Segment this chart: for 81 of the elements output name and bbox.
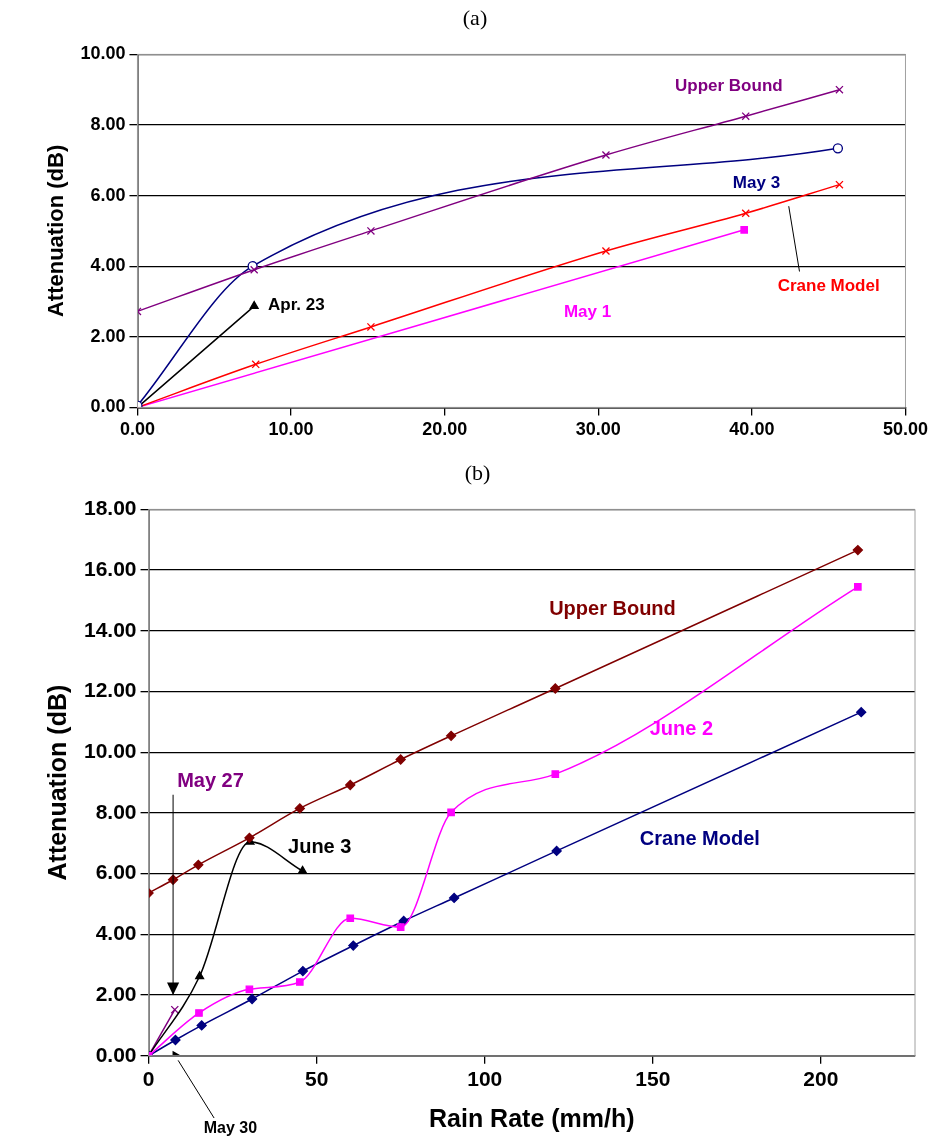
point	[395, 754, 406, 765]
point	[251, 360, 260, 369]
y-tick-label: 8.00	[90, 113, 126, 134]
y-tick-label: 0.00	[90, 396, 126, 417]
point	[245, 985, 254, 994]
y-tick-label: 0.00	[95, 1042, 137, 1066]
series-label: Upper Bound	[549, 597, 676, 620]
point	[854, 582, 862, 591]
point	[195, 971, 205, 980]
series-label: June 3	[288, 835, 352, 858]
x-axis-title: Rain Rate (mm/h)	[428, 1103, 635, 1132]
series-label: June 2	[649, 716, 714, 739]
point	[346, 914, 355, 923]
point	[170, 1005, 179, 1014]
text: Crane Model	[777, 275, 880, 295]
series-label: May 3	[732, 172, 781, 192]
x-tick-label: 10.00	[268, 419, 314, 440]
point	[550, 683, 561, 694]
x-tick-label: 0.00	[119, 419, 155, 440]
series-label: May 1	[563, 301, 612, 321]
x-tick-label: 40.00	[729, 419, 775, 440]
x-tick-label: 20.00	[422, 419, 468, 440]
y-tick-label: 14.00	[83, 617, 137, 641]
y-tick-label: 8.00	[95, 799, 137, 823]
point	[250, 265, 259, 274]
x-tick-label: 50	[304, 1067, 329, 1091]
y-tick-label: 4.00	[90, 255, 126, 276]
point	[601, 246, 611, 256]
x-tick-label: 100	[467, 1067, 503, 1091]
point	[856, 707, 867, 718]
y-tick-label: 2.00	[90, 325, 126, 346]
point	[447, 808, 455, 817]
y-axis-title: Attenuation (dB)	[42, 684, 71, 881]
point	[196, 1020, 207, 1031]
point	[835, 180, 844, 189]
x-tick-label: 30.00	[575, 419, 621, 440]
y-tick-label: 16.00	[83, 556, 137, 580]
y-tick-label: 2.00	[95, 981, 137, 1005]
chart-title: (a)	[462, 4, 488, 30]
x-tick-label: 0	[142, 1067, 155, 1091]
point	[741, 209, 750, 218]
text: May 30	[203, 1119, 258, 1137]
point	[445, 730, 457, 741]
point	[740, 226, 749, 234]
point	[294, 803, 305, 814]
x-tick-label: 200	[803, 1067, 839, 1091]
point	[297, 965, 308, 977]
y-tick-label: 10.00	[83, 739, 137, 763]
y-tick-label: 18.00	[83, 496, 137, 520]
point	[195, 1009, 203, 1017]
point	[832, 143, 844, 154]
point	[551, 770, 560, 778]
point	[297, 865, 308, 874]
point	[396, 923, 405, 931]
x-tick-label: 150	[635, 1067, 671, 1091]
point	[193, 859, 204, 871]
series-label: Crane Model	[639, 827, 760, 850]
point	[348, 940, 359, 951]
y-tick-label: 10.00	[80, 43, 126, 64]
point	[244, 832, 255, 843]
point	[551, 845, 562, 857]
y-tick-label: 6.00	[90, 184, 126, 205]
point	[741, 111, 750, 121]
series-label: Apr. 23	[268, 294, 325, 314]
point	[448, 892, 460, 904]
point	[835, 85, 844, 94]
chart-title: (b)	[464, 459, 491, 485]
point	[366, 226, 376, 236]
y-tick-label: 4.00	[95, 921, 137, 945]
point	[345, 779, 356, 791]
point	[852, 544, 863, 556]
y-axis-title: Attenuation (dB)	[43, 144, 69, 318]
point	[295, 978, 304, 986]
point	[366, 322, 376, 332]
y-tick-label: 6.00	[95, 860, 137, 884]
series-label: Upper Bound	[675, 75, 783, 95]
text: May 27	[177, 769, 244, 792]
x-tick-label: 50.00	[882, 419, 928, 440]
point	[601, 150, 611, 160]
y-tick-label: 12.00	[83, 678, 137, 702]
point	[246, 993, 258, 1005]
